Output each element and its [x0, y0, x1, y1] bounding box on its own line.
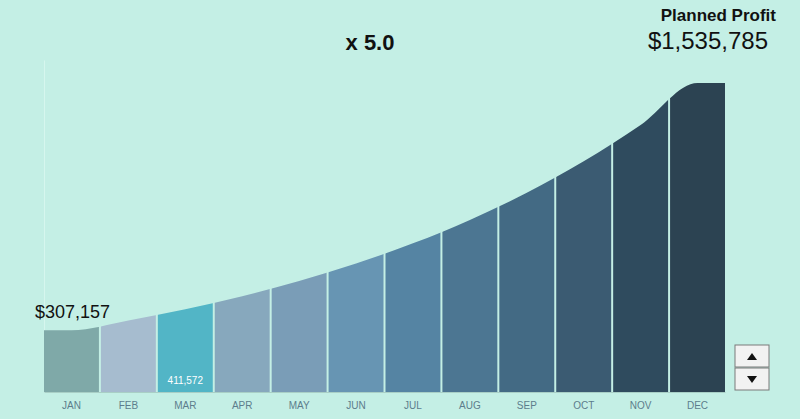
bar [272, 60, 327, 392]
bar [158, 60, 213, 392]
bars [44, 60, 725, 392]
x-tick-label: JUN [346, 400, 365, 411]
x-tick-label: OCT [573, 400, 594, 411]
x-tick: OCT [573, 392, 594, 411]
x-tick: FEB [119, 392, 139, 411]
x-tick-label: APR [232, 400, 253, 411]
x-tick-label: SEP [517, 400, 537, 411]
bar [499, 60, 554, 392]
background [0, 0, 800, 419]
x-tick-label: JAN [62, 400, 81, 411]
title: Planned Profit [661, 6, 777, 25]
x-tick: DEC [687, 392, 708, 411]
x-tick-label: FEB [119, 400, 139, 411]
bar [670, 60, 725, 392]
x-tick: JUN [346, 392, 365, 411]
x-tick-label: MAR [174, 400, 196, 411]
x-tick: MAY [289, 392, 310, 411]
bar [329, 60, 384, 392]
spin-down[interactable] [735, 368, 769, 390]
x-tick: APR [232, 392, 253, 411]
x-tick-label: MAY [289, 400, 310, 411]
spin-up[interactable] [735, 345, 769, 367]
x-tick-label: DEC [687, 400, 708, 411]
x-tick: AUG [459, 392, 481, 411]
x-axis-line [45, 392, 726, 393]
x-tick: MAR [174, 392, 196, 411]
x-tick: NOV [630, 392, 652, 411]
x-tick: JAN [62, 392, 81, 411]
spinner[interactable] [735, 345, 769, 390]
data-label: 411,572 [168, 375, 204, 386]
data-labels: $307,157 411,572 $1,535,785 [35, 27, 768, 386]
plot-area [44, 60, 725, 392]
multiplier: x 5.0 [346, 30, 395, 55]
x-tick: JUL [404, 392, 422, 411]
bar [556, 60, 611, 392]
spin-arrow[interactable] [747, 353, 757, 360]
x-axis: JAN FEB MAR APR MAY JUN JUL AUG SEP OCT NOV DEC [45, 392, 726, 411]
bar [442, 60, 497, 392]
data-label: $1,535,785 [648, 27, 768, 54]
x-tick: SEP [517, 392, 537, 411]
chart: JAN FEB MAR APR MAY JUN JUL AUG SEP OCT NOV DEC Plan… [0, 0, 800, 419]
x-tick-label: AUG [459, 400, 481, 411]
x-tick-label: NOV [630, 400, 652, 411]
spin-button[interactable] [735, 368, 769, 390]
bar [385, 60, 440, 392]
spin-arrow[interactable] [747, 376, 757, 383]
bar [101, 60, 156, 392]
spin-button[interactable] [735, 345, 769, 367]
bar [215, 60, 270, 392]
data-label: $307,157 [35, 302, 110, 322]
bar [44, 60, 99, 392]
x-tick-label: JUL [404, 400, 422, 411]
bar [613, 60, 668, 392]
